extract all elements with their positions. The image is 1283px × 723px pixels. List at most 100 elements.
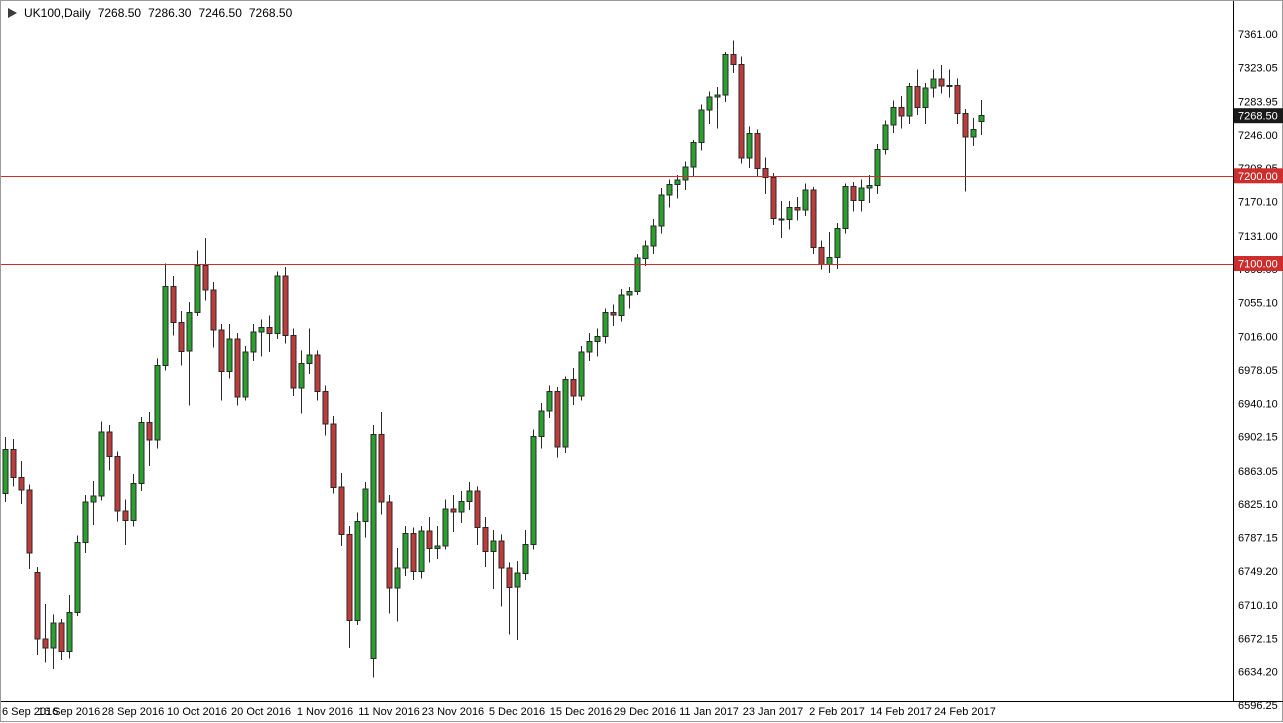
bull-candle [2, 449, 9, 494]
bear-candle [610, 312, 617, 316]
bull-candle [370, 434, 377, 659]
bull-candle [394, 567, 401, 589]
bull-candle [130, 483, 137, 522]
bull-candle [538, 410, 545, 437]
bull-candle [458, 500, 465, 513]
bull-candle [298, 363, 305, 389]
bull-candle [546, 391, 553, 412]
date-axis-label: 5 Dec 2016 [489, 706, 545, 718]
bull-candle [658, 194, 665, 227]
date-axis-label: 1 Nov 2016 [297, 706, 353, 718]
bull-candle [50, 622, 57, 649]
bear-candle [850, 185, 857, 201]
bull-candle [786, 206, 793, 221]
bull-candle [946, 84, 953, 87]
line-price-badge-label: 7200.00 [1238, 171, 1278, 183]
bull-candle [162, 285, 169, 366]
bear-candle [954, 84, 961, 115]
bull-candle [74, 542, 81, 614]
bear-candle [34, 571, 41, 640]
price-axis-label: 6825.10 [1238, 499, 1278, 511]
bear-candle [338, 486, 345, 536]
line-price-badge [1234, 168, 1283, 184]
bull-candle [578, 351, 585, 397]
bull-candle [642, 245, 649, 259]
date-axis-label: 29 Dec 2016 [614, 706, 676, 718]
bull-candle [490, 540, 497, 552]
bear-candle [202, 264, 209, 291]
bull-candle [698, 109, 705, 143]
price-axis-label: 7016.00 [1238, 332, 1278, 344]
bear-candle [114, 456, 121, 512]
bear-candle [410, 533, 417, 572]
bear-candle [386, 501, 393, 589]
bear-candle [290, 335, 297, 389]
bear-candle [450, 508, 457, 513]
bull-candle [362, 488, 369, 522]
bull-candle [842, 185, 849, 229]
bull-candle [434, 545, 441, 550]
bear-candle [506, 567, 513, 588]
date-axis-label: 23 Nov 2016 [422, 706, 484, 718]
bull-candle [626, 291, 633, 296]
bull-candle [746, 133, 753, 159]
bull-candle [858, 187, 865, 201]
date-axis-label: 16 Sep 2016 [38, 706, 100, 718]
date-axis-label: 11 Nov 2016 [358, 706, 420, 718]
one-click-trading-toggle-icon[interactable] [8, 8, 17, 18]
bull-candle [970, 128, 977, 138]
bear-candle [938, 78, 945, 87]
ohlc-open: 7268.50 [97, 6, 142, 20]
bear-candle [818, 247, 825, 265]
bull-candle [634, 257, 641, 293]
bear-candle [474, 490, 481, 529]
date-axis-label: 10 Oct 2016 [167, 706, 227, 718]
bull-candle [306, 354, 313, 365]
bear-candle [26, 489, 33, 554]
price-axis-label: 7055.10 [1238, 297, 1278, 309]
bear-candle [570, 378, 577, 397]
bear-candle [210, 289, 217, 331]
price-axis-label: 7170.10 [1238, 197, 1278, 209]
bull-candle [82, 501, 89, 544]
price-axis[interactable]: 7361.007323.057283.957246.007208.057170.… [1238, 29, 1278, 712]
bull-candle [802, 189, 809, 211]
price-axis-label: 6787.15 [1238, 533, 1278, 545]
bull-candle [402, 533, 409, 569]
current-price-badge [1234, 108, 1283, 124]
bull-candle [834, 227, 841, 258]
bear-candle [10, 449, 17, 479]
bull-candle [586, 341, 593, 353]
bear-candle [426, 530, 433, 550]
bear-candle [754, 133, 761, 170]
bear-candle [730, 54, 737, 65]
bull-candle [466, 490, 473, 502]
bull-candle [442, 508, 449, 547]
bear-candle [58, 622, 65, 652]
price-axis-label: 6672.15 [1238, 633, 1278, 645]
bear-candle [738, 63, 745, 159]
date-axis-label: 24 Feb 2017 [934, 706, 996, 718]
bull-candle [874, 148, 881, 186]
bull-candle [866, 184, 873, 189]
bull-candle [242, 351, 249, 398]
date-axis-label: 23 Jan 2017 [743, 706, 804, 718]
bull-candle [194, 264, 201, 314]
bull-candle [98, 431, 105, 497]
price-axis-label: 7283.95 [1238, 97, 1278, 109]
price-axis-label: 7361.00 [1238, 29, 1278, 41]
bull-candle [66, 612, 73, 652]
price-axis-label: 6749.20 [1238, 566, 1278, 578]
bear-candle [170, 285, 177, 323]
bull-candle [522, 543, 529, 574]
ohlc-low: 7246.50 [198, 6, 242, 20]
bull-candle [154, 364, 161, 441]
bull-candle [922, 87, 929, 108]
bull-candle [618, 294, 625, 316]
bear-candle [106, 431, 113, 458]
bear-candle [810, 189, 817, 249]
bull-candle [906, 85, 913, 117]
